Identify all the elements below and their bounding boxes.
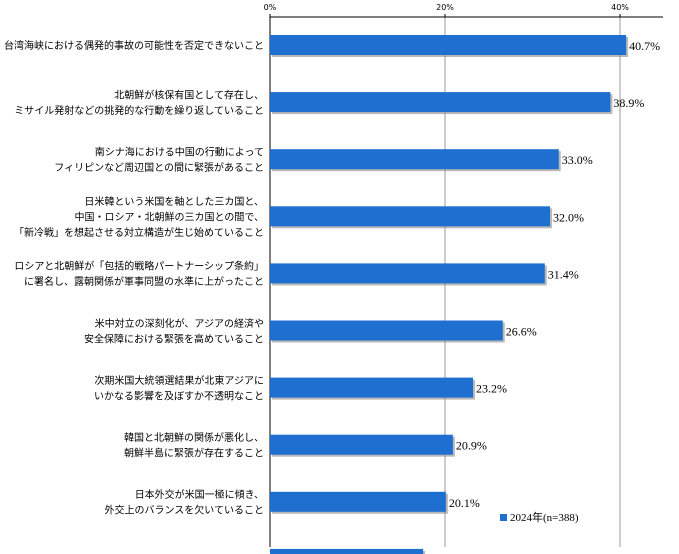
data-label: 20.1% bbox=[449, 496, 480, 510]
data-label: 20.9% bbox=[456, 439, 487, 453]
bar bbox=[270, 92, 611, 113]
bar bbox=[270, 320, 503, 341]
bar bbox=[270, 377, 473, 398]
category-label: フィリピンなど周辺国との間に緊張があること bbox=[54, 161, 264, 174]
bar bbox=[270, 149, 559, 170]
data-label: 23.2% bbox=[476, 382, 507, 396]
category-label: 日本外交が米国一極に傾き、 bbox=[135, 488, 264, 501]
data-label: 33.0% bbox=[562, 153, 593, 167]
x-tick-label: 40% bbox=[611, 3, 629, 12]
category-label: 米中対立の深刻化が、アジアの経済や bbox=[95, 317, 264, 330]
bar bbox=[270, 263, 545, 284]
category-label: 韓国と北朝鮮の関係が悪化し、 bbox=[124, 431, 264, 444]
category-label: 外交上のバランスを欠いていること bbox=[105, 504, 265, 517]
data-label: 31.4% bbox=[548, 267, 579, 281]
bar bbox=[270, 491, 446, 512]
category-label: 朝鮮半島に緊張が存在すること bbox=[124, 446, 264, 459]
bar bbox=[270, 548, 424, 554]
category-label: ロシアと北朝鮮が「包括的戦略パートナーシップ条約」 bbox=[14, 260, 264, 273]
bar bbox=[270, 206, 550, 227]
category-label: 次期米国大統領選結果が北東アジアに bbox=[94, 374, 264, 387]
data-label: 17.5% bbox=[426, 553, 457, 554]
data-label: 32.0% bbox=[553, 210, 584, 224]
data-label: 26.6% bbox=[506, 325, 537, 339]
category-label: 安全保障における緊張を高めていること bbox=[84, 332, 264, 345]
data-label: 40.7% bbox=[629, 39, 660, 53]
category-label: 「新冷戦」を想起させる対立構造が生じ始めていること bbox=[14, 226, 264, 239]
category-label: 中国・ロシア・北朝鮮の三カ国との間で、 bbox=[75, 210, 265, 223]
legend-swatch bbox=[500, 514, 507, 521]
category-label: 台湾海峡における偶発的事故の可能性を否定できないこと bbox=[4, 39, 264, 52]
bar bbox=[270, 35, 627, 55]
x-tick-label: 0% bbox=[264, 3, 277, 12]
category-label: 南シナ海における中国の行動によって bbox=[95, 145, 264, 158]
category-label: いかなる影響を及ぼすか不透明なこと bbox=[94, 389, 264, 402]
category-label: に署名し、露朝関係が軍事同盟の水準に上がったこと bbox=[24, 275, 264, 288]
category-label: ミサイル発射などの挑発的な行動を繰り返していること bbox=[14, 104, 264, 117]
legend-label: 2024年(n=388) bbox=[510, 510, 579, 524]
bar bbox=[270, 434, 453, 455]
category-label: 日米韓という米国を軸とした三カ国と、 bbox=[84, 195, 264, 208]
category-label: 北朝鮮が核保有国として存在し、 bbox=[114, 88, 264, 101]
data-label: 38.9% bbox=[613, 96, 644, 110]
x-tick-label: 20% bbox=[436, 3, 454, 12]
